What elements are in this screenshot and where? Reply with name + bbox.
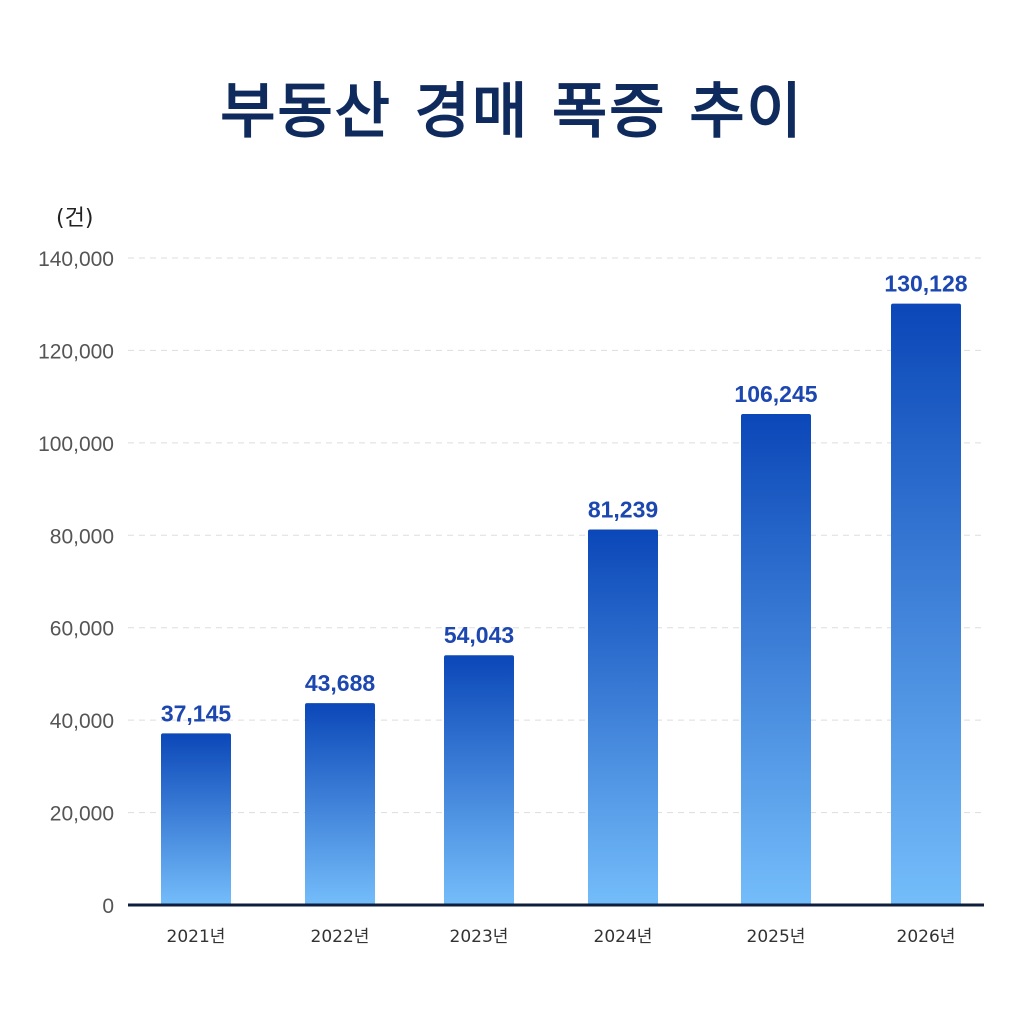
y-tick-label: 20,000: [50, 803, 114, 826]
bar-value-label: 106,245: [734, 381, 817, 407]
y-tick-label: 40,000: [50, 710, 114, 733]
bar-value-label: 54,043: [444, 622, 514, 648]
bar: [588, 529, 658, 905]
y-tick-label: 80,000: [50, 525, 114, 548]
bar: [161, 733, 231, 905]
bar-value-label: 37,145: [161, 700, 232, 726]
x-axis-ticks: 2021년 2022년 2023년 2024년 2025년 2026년: [167, 927, 956, 947]
x-tick-label: 2023년: [450, 927, 509, 947]
y-tick-label: 120,000: [38, 340, 114, 363]
x-tick-label: 2026년: [897, 927, 956, 947]
y-tick-label: 140,000: [38, 248, 114, 271]
bar: [891, 303, 961, 905]
bar-value-label: 130,128: [884, 271, 967, 297]
chart-title: 부동산 경매 폭증 추이: [220, 77, 804, 147]
bar-value-label: 81,239: [588, 497, 658, 523]
y-tick-label: 100,000: [38, 433, 114, 456]
y-tick-label: 60,000: [50, 618, 114, 641]
grid-lines: [128, 257, 984, 814]
bar: [305, 703, 375, 905]
bars: [161, 303, 961, 905]
value-labels: 37,145 43,688 54,043 81,239 106,245 130,128: [161, 271, 968, 727]
y-tick-label: 0: [102, 895, 114, 918]
x-tick-label: 2021년: [167, 927, 226, 947]
y-axis-unit-label: (건): [56, 206, 94, 231]
x-tick-label: 2022년: [311, 927, 370, 947]
x-tick-label: 2024년: [594, 927, 653, 947]
bar: [444, 655, 514, 905]
x-tick-label: 2025년: [747, 927, 806, 947]
y-axis-ticks: 0 20,000 40,000 60,000 80,000 100,000 120,000 1…: [38, 248, 114, 918]
bar: [741, 413, 811, 905]
bar-value-label: 43,688: [305, 670, 376, 696]
